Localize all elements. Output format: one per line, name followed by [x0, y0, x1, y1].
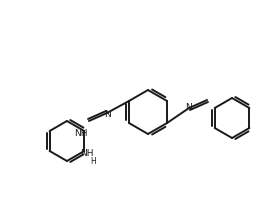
Text: H: H [90, 157, 96, 166]
Text: NH: NH [74, 129, 88, 138]
Text: NH: NH [80, 149, 94, 157]
Text: N: N [105, 110, 111, 118]
Text: N: N [185, 103, 191, 112]
